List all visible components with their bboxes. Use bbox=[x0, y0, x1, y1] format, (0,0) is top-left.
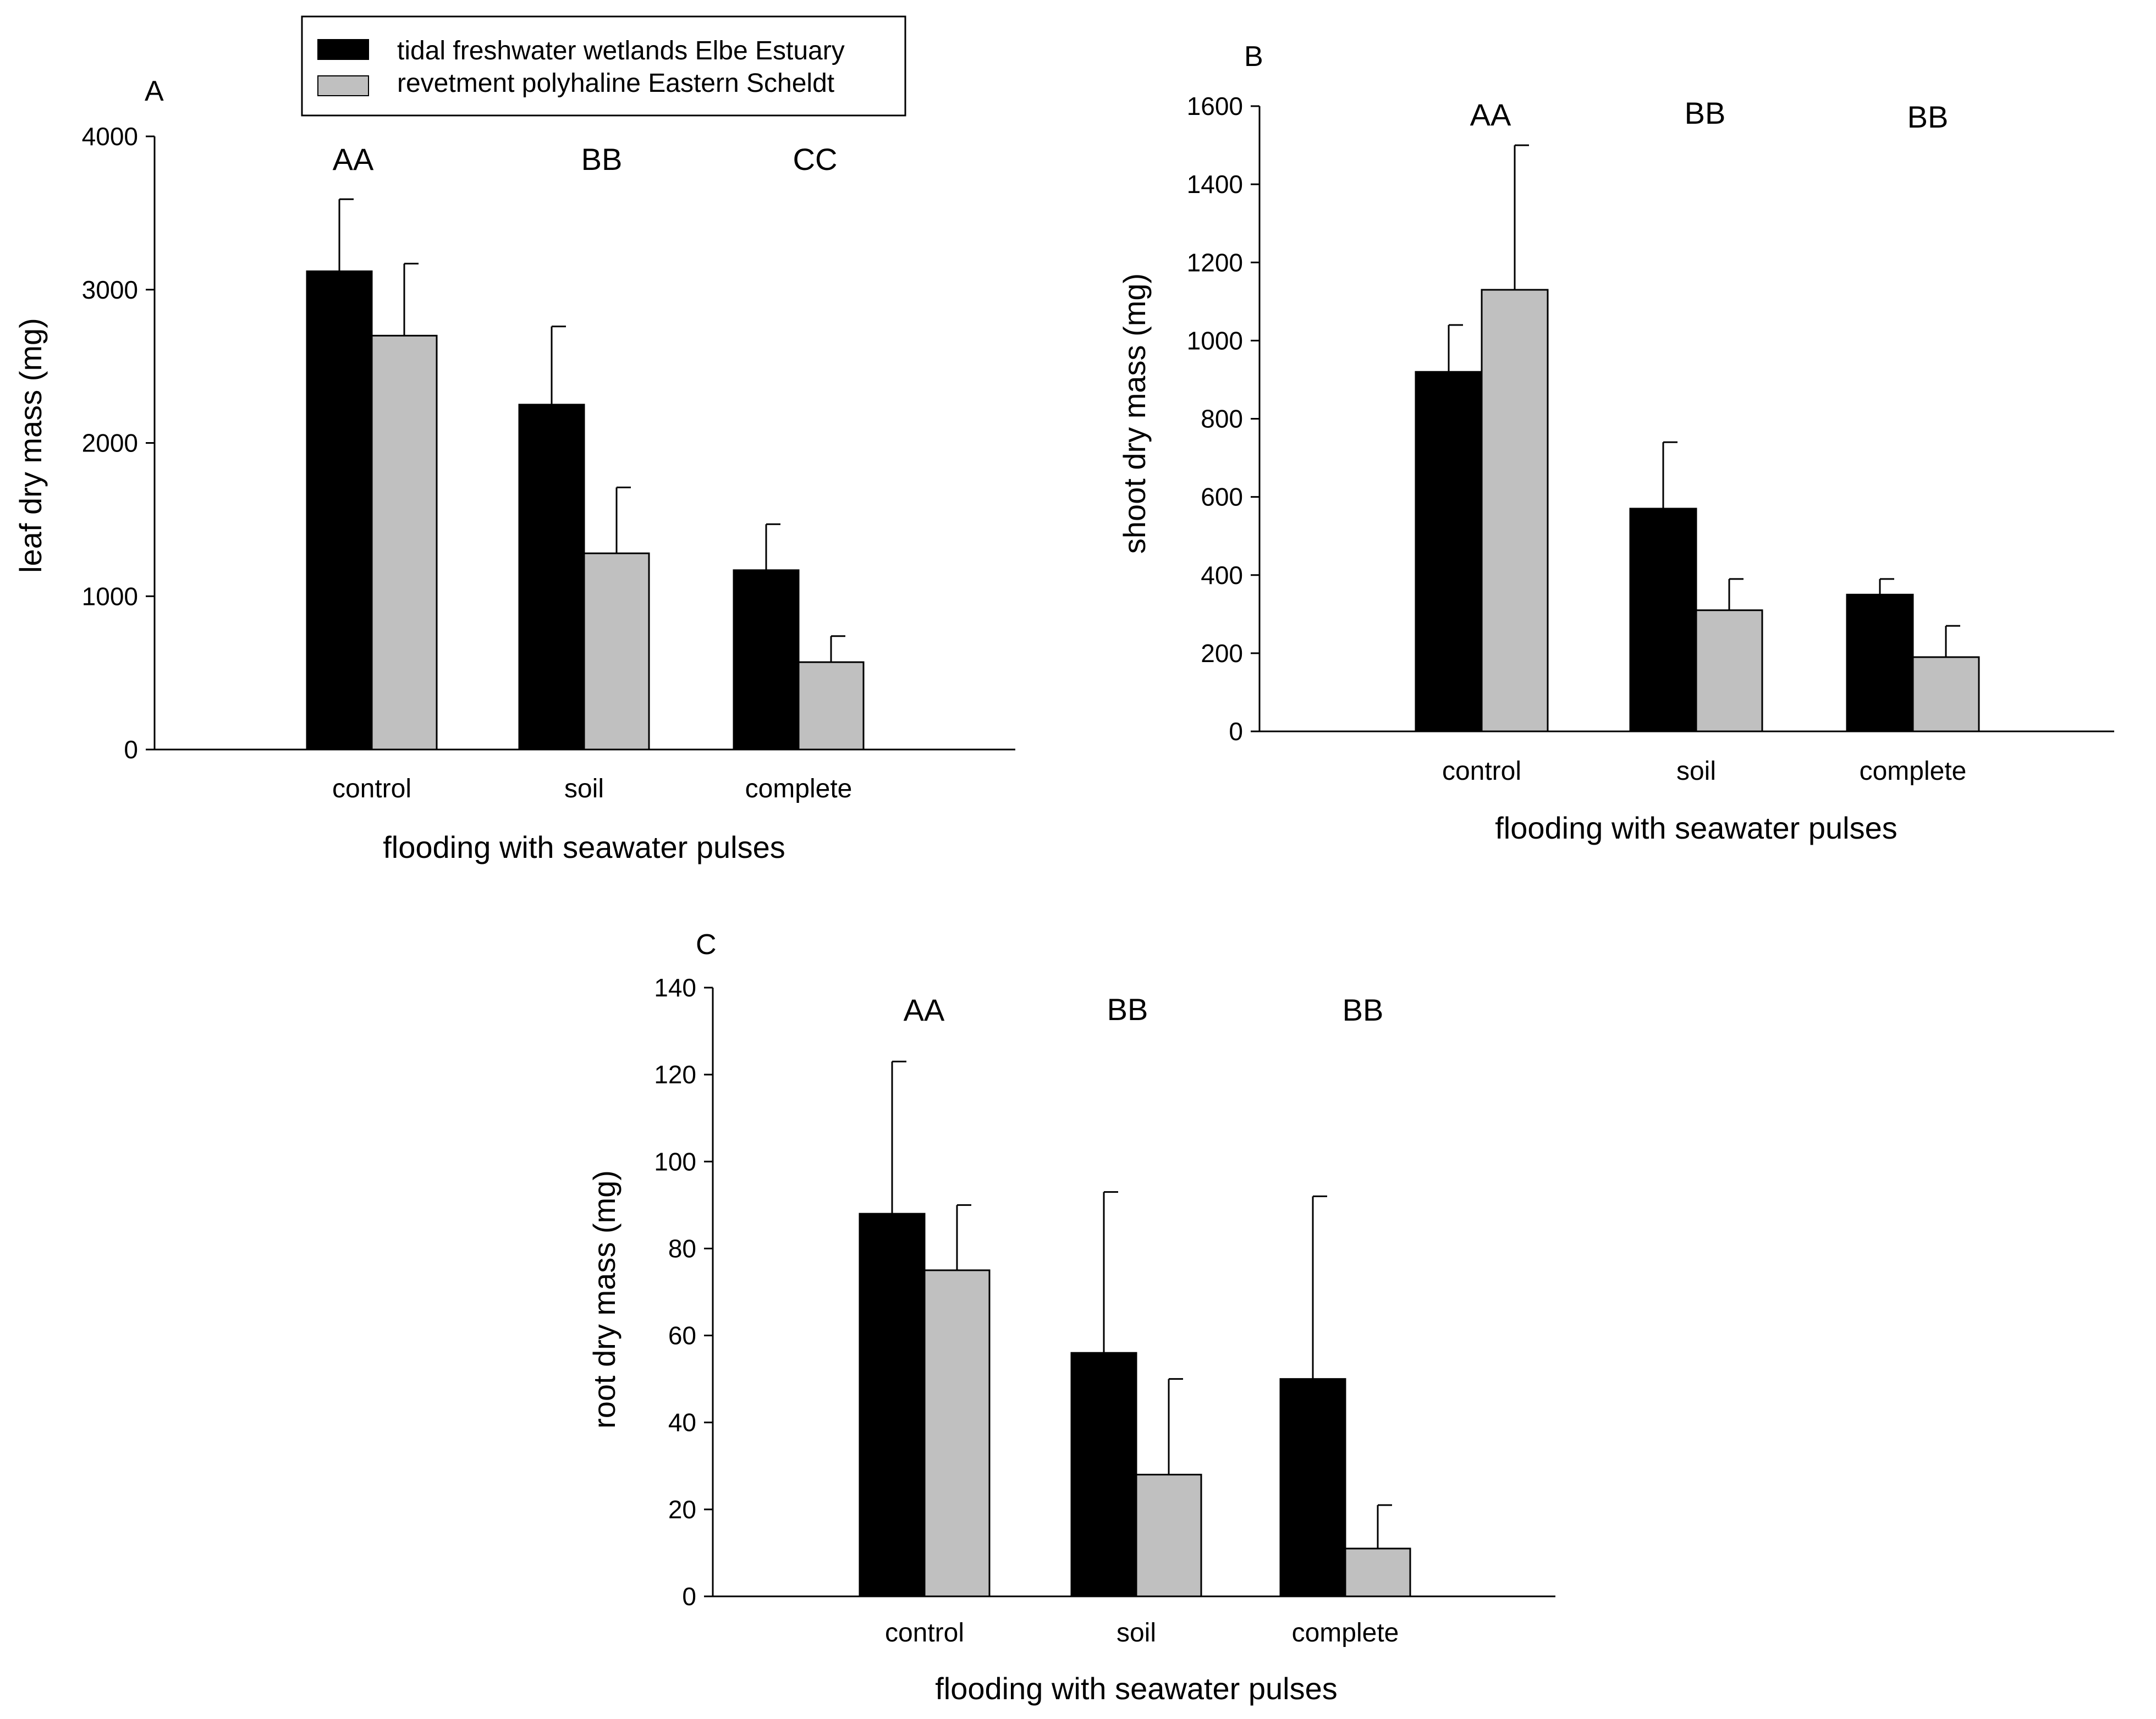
y-axis-title: shoot dry mass (mg) bbox=[1117, 273, 1152, 554]
sig-label-soil: BB bbox=[1685, 96, 1726, 130]
y-tick-label: 0 bbox=[124, 735, 138, 764]
x-tick-label-soil: soil bbox=[1116, 1618, 1156, 1648]
y-tick-label: 120 bbox=[654, 1060, 696, 1089]
panel-letter-b: B bbox=[1244, 41, 1263, 73]
x-tick-label-soil: soil bbox=[564, 774, 604, 803]
y-tick-label: 400 bbox=[1201, 561, 1243, 589]
axes bbox=[712, 988, 1555, 1597]
bar-scheldt-control bbox=[371, 334, 438, 751]
sig-label-soil: BB bbox=[581, 142, 623, 177]
legend-swatch-elbe bbox=[317, 39, 369, 60]
y-tick-label: 0 bbox=[1229, 717, 1243, 746]
legend: tidal freshwater wetlands Elbe Estuary r… bbox=[301, 15, 906, 117]
axes bbox=[1258, 106, 2114, 732]
x-axis-title: flooding with seawater pulses bbox=[935, 1671, 1338, 1706]
y-tick-label: 140 bbox=[654, 973, 696, 1002]
sig-label-complete: BB bbox=[1907, 100, 1949, 134]
x-tick-label-complete: complete bbox=[1292, 1618, 1399, 1648]
y-tick-label: 1400 bbox=[1187, 170, 1243, 199]
panel-c-root-dry-mass: C 0 20 40 60 80 100 120 140 AA BB BB control so… bbox=[587, 929, 1555, 1706]
y-tick-label: 40 bbox=[668, 1408, 696, 1437]
y-tick-label: 800 bbox=[1201, 405, 1243, 433]
bar-scheldt-control bbox=[1481, 289, 1549, 732]
bars bbox=[859, 1060, 1411, 1597]
bar-elbe-soil bbox=[1629, 508, 1697, 732]
bar-scheldt-soil bbox=[1695, 609, 1763, 732]
x-tick-label-control: control bbox=[332, 774, 411, 803]
y-tick-label: 2000 bbox=[82, 429, 138, 458]
bar-elbe-complete bbox=[733, 569, 800, 751]
panel-b-shoot-dry-mass: B 0 200 400 600 800 1000 1200 1400 1600 AA BB BB… bbox=[1117, 41, 2114, 845]
y-tick-label: 0 bbox=[682, 1582, 696, 1611]
bar-elbe-control bbox=[1415, 371, 1483, 732]
y-tick-label: 20 bbox=[668, 1495, 696, 1524]
panel-a-leaf-dry-mass: A 0 1000 2000 3000 4000 AA BB CC control soi… bbox=[13, 75, 1015, 864]
legend-label-elbe: tidal freshwater wetlands Elbe Estuary bbox=[397, 36, 845, 65]
x-tick-label-soil: soil bbox=[1676, 757, 1716, 786]
y-tick-label: 3000 bbox=[82, 276, 138, 304]
y-tick-label: 80 bbox=[668, 1234, 696, 1263]
legend-swatch-scheldt bbox=[317, 75, 369, 96]
sig-label-control: AA bbox=[904, 993, 945, 1027]
y-axis-title: root dry mass (mg) bbox=[587, 1170, 622, 1429]
bar-elbe-complete bbox=[1846, 593, 1914, 732]
bar-scheldt-soil bbox=[583, 552, 650, 751]
y-tick-label: 1000 bbox=[1187, 326, 1243, 355]
panel-letter-c: C bbox=[696, 929, 717, 961]
sig-label-control: AA bbox=[333, 142, 374, 177]
x-tick-label-complete: complete bbox=[745, 774, 853, 803]
bar-scheldt-complete bbox=[1912, 656, 1980, 732]
y-axis-ticks: 0 1000 2000 3000 4000 bbox=[82, 122, 155, 764]
y-tick-label: 60 bbox=[668, 1321, 696, 1350]
x-tick-label-complete: complete bbox=[1860, 757, 1967, 786]
y-tick-label: 1200 bbox=[1187, 248, 1243, 277]
x-axis-title: flooding with seawater pulses bbox=[1495, 811, 1898, 845]
bars bbox=[1415, 144, 1980, 732]
sig-label-soil: BB bbox=[1107, 992, 1148, 1027]
bar-scheldt-control bbox=[923, 1269, 991, 1597]
y-axis-ticks: 0 20 40 60 80 100 120 140 bbox=[654, 973, 713, 1611]
bar-scheldt-complete bbox=[798, 661, 865, 751]
sig-label-complete: CC bbox=[793, 142, 838, 177]
sig-label-complete: BB bbox=[1343, 993, 1384, 1027]
y-axis-title: leaf dry mass (mg) bbox=[13, 318, 48, 573]
bar-elbe-complete bbox=[1279, 1378, 1346, 1597]
bar-scheldt-complete bbox=[1344, 1547, 1411, 1597]
bar-elbe-soil bbox=[1070, 1352, 1137, 1597]
x-axis-title: flooding with seawater pulses bbox=[383, 830, 785, 864]
x-tick-label-control: control bbox=[1442, 757, 1521, 786]
y-tick-label: 600 bbox=[1201, 483, 1243, 511]
axes bbox=[153, 136, 1015, 751]
x-tick-label-control: control bbox=[885, 1618, 964, 1648]
bar-elbe-control bbox=[306, 270, 373, 751]
legend-label-scheldt: revetment polyhaline Eastern Scheldt bbox=[397, 69, 834, 98]
y-axis-ticks: 0 200 400 600 800 1000 1200 1400 1600 bbox=[1187, 92, 1260, 746]
y-tick-label: 100 bbox=[654, 1147, 696, 1176]
y-tick-label: 1000 bbox=[82, 582, 138, 610]
bar-elbe-soil bbox=[518, 404, 585, 751]
bars bbox=[306, 198, 865, 751]
bar-elbe-control bbox=[859, 1213, 926, 1597]
bar-scheldt-soil bbox=[1135, 1474, 1202, 1597]
legend-box bbox=[301, 15, 906, 117]
y-tick-label: 200 bbox=[1201, 639, 1243, 668]
sig-label-control: AA bbox=[1470, 97, 1511, 132]
y-tick-label: 4000 bbox=[82, 122, 138, 151]
panel-letter-a: A bbox=[145, 75, 164, 107]
y-tick-label: 1600 bbox=[1187, 92, 1243, 120]
